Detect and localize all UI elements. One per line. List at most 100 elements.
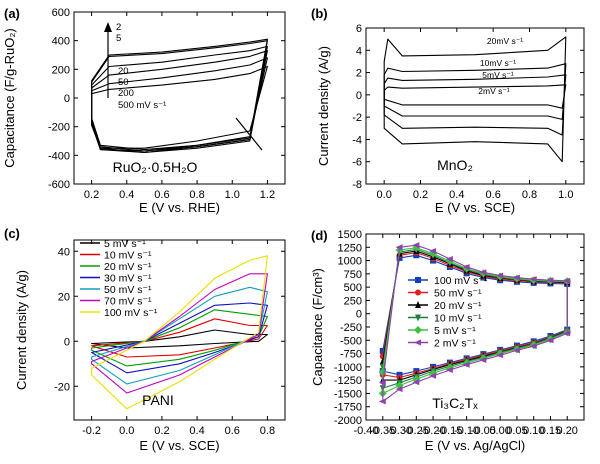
scan-direction-arrow xyxy=(235,117,263,151)
series-line xyxy=(91,273,268,394)
legend-marker xyxy=(415,314,421,322)
y-tick-label: -200 xyxy=(48,122,70,134)
x-axis-label: E (V vs. Ag/AgCl) xyxy=(425,438,525,453)
x-tick-label: 1.0 xyxy=(225,189,240,201)
series-line xyxy=(383,63,567,136)
series-label: 10mV s⁻¹ xyxy=(480,58,516,68)
x-tick-label: -0.30 xyxy=(387,425,412,437)
series-line xyxy=(383,36,567,163)
y-tick-label: 400 xyxy=(52,36,70,48)
legend-label: 50 mV s⁻¹ xyxy=(434,288,482,300)
y-tick-label: 750 xyxy=(344,269,362,281)
series-label: 2mV s⁻¹ xyxy=(478,86,510,96)
series-marker xyxy=(496,272,504,279)
y-tick-label: 250 xyxy=(344,295,362,307)
x-tick-label: -0.35 xyxy=(370,425,395,437)
legend-label: 10 mV s⁻¹ xyxy=(434,313,482,325)
series-marker xyxy=(429,248,437,255)
y-tick-label: -400 xyxy=(48,150,70,162)
series-marker xyxy=(512,347,520,354)
x-tick-label: 0.20 xyxy=(557,425,578,437)
legend-marker xyxy=(414,326,422,334)
y-tick-label: 0 xyxy=(356,90,362,102)
legend-label: 50 mV s⁻¹ xyxy=(104,284,152,296)
panel-label: (b) xyxy=(311,6,328,21)
series-marker xyxy=(512,274,520,281)
x-tick-label: -0.2 xyxy=(82,425,101,437)
y-tick-label: 6 xyxy=(356,23,362,35)
x-tick-label: 1.0 xyxy=(558,189,573,201)
x-tick-label: 0.2 xyxy=(84,189,99,201)
x-tick-label: 0.8 xyxy=(189,189,204,201)
series-marker xyxy=(412,242,420,249)
y-tick-label: -4 xyxy=(352,134,362,146)
x-tick-label: 0.2 xyxy=(413,189,428,201)
series-marker xyxy=(378,398,386,405)
legend-label: 30 mV s⁻¹ xyxy=(104,273,152,285)
material-annotation: MnO₂ xyxy=(437,157,473,173)
series-marker xyxy=(462,263,470,270)
y-tick-label: -2 xyxy=(352,112,362,124)
x-tick-label: 0.8 xyxy=(522,189,537,201)
series-marker xyxy=(546,337,554,344)
y-tick-label: -750 xyxy=(340,349,362,361)
legend-marker xyxy=(415,277,421,283)
y-tick-label: -600 xyxy=(48,179,70,191)
y-tick-label: 0 xyxy=(64,336,70,348)
panel-0 xyxy=(73,11,286,185)
series-line xyxy=(91,286,268,385)
y-tick-label: 20 xyxy=(58,291,70,303)
scan-rate-label: 200 xyxy=(118,88,134,99)
panel-3 xyxy=(365,233,585,421)
scan-rate-label: 2 xyxy=(116,22,121,33)
y-axis-label: Capacitance (F/cm³) xyxy=(310,268,325,386)
legend-label: 20 mV s⁻¹ xyxy=(434,300,482,312)
plot-frame xyxy=(365,27,585,185)
x-tick-label: 0.15 xyxy=(540,425,561,437)
x-axis-label: E (V vs. SCE) xyxy=(139,438,219,453)
y-tick-label: -1750 xyxy=(334,402,362,414)
series-marker xyxy=(546,277,554,284)
y-tick-label: 200 xyxy=(52,64,70,76)
y-tick-label: 0 xyxy=(64,93,70,105)
series-marker xyxy=(429,372,437,379)
y-tick-label: -6 xyxy=(352,157,362,169)
x-tick-label: 0.6 xyxy=(154,189,169,201)
series-line xyxy=(91,318,268,358)
legend-label: 5 mV s⁻¹ xyxy=(104,238,146,250)
legend-label: 2 mV s⁻¹ xyxy=(434,338,476,350)
y-tick-label: -20 xyxy=(54,381,70,393)
x-tick-label: 0.6 xyxy=(486,189,501,201)
y-tick-label: 0 xyxy=(356,309,362,321)
x-tick-label: -0.15 xyxy=(437,425,462,437)
y-tick-label: -2000 xyxy=(334,415,362,427)
plot-frame xyxy=(73,239,286,421)
y-tick-label: 1500 xyxy=(338,229,362,241)
y-axis-label: Capacitance (F/g-RuO₂) xyxy=(2,28,17,167)
x-tick-label: -0.20 xyxy=(421,425,446,437)
scan-rate-label: 5 xyxy=(116,33,121,44)
material-annotation: Ti₃C₂Tₓ xyxy=(432,395,478,411)
series-marker xyxy=(563,330,571,337)
y-tick-label: -8 xyxy=(352,179,362,191)
series-marker xyxy=(395,386,403,393)
series-label: 5mV s⁻¹ xyxy=(482,70,514,80)
legend-marker xyxy=(415,289,421,296)
y-tick-label: -1000 xyxy=(334,362,362,374)
x-tick-label: 1.2 xyxy=(260,189,275,201)
y-tick-label: -1500 xyxy=(334,388,362,400)
legend-label: 100 mV s⁻¹ xyxy=(104,307,158,319)
series-marker xyxy=(529,343,537,350)
legend-label: 70 mV s⁻¹ xyxy=(104,296,152,308)
y-tick-label: -250 xyxy=(340,322,362,334)
x-tick-label: 0.2 xyxy=(154,425,169,437)
series-marker xyxy=(479,269,487,276)
series-line xyxy=(91,309,268,367)
legend-label: 10 mV s⁻¹ xyxy=(104,250,152,262)
x-tick-label: -0.05 xyxy=(471,425,496,437)
series-marker xyxy=(479,356,487,363)
series-marker xyxy=(496,352,504,359)
panel-2 xyxy=(73,239,286,421)
series-marker xyxy=(462,361,470,368)
